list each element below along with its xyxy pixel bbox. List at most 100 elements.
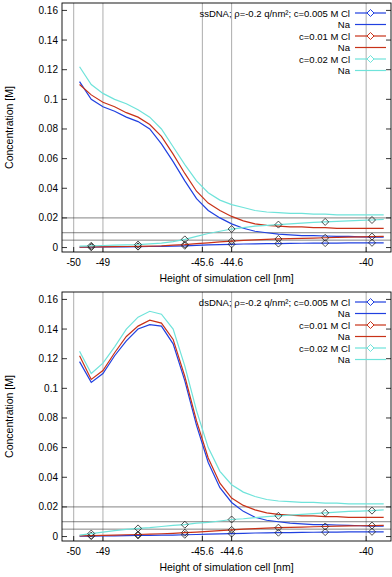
series-marker: [135, 525, 142, 532]
y-tick-label: 0.12: [39, 64, 59, 75]
series-line: [80, 510, 384, 535]
x-tick: [202, 536, 203, 541]
series-line: [80, 532, 384, 536]
x-tick-label: -45.6: [191, 546, 214, 557]
legend-marker: [367, 299, 374, 306]
y-tick-label: 0.1: [44, 383, 58, 394]
series-line: [80, 325, 384, 527]
y-tick: [62, 10, 67, 11]
y-tick: [62, 447, 67, 448]
series-marker: [181, 236, 188, 243]
x-tick: [102, 536, 103, 541]
x-tick-label: -40: [359, 546, 374, 557]
legend-marker: [367, 33, 374, 40]
x-tick-label: -49: [96, 257, 111, 268]
reference-line: [62, 217, 391, 218]
y-tick: [62, 128, 67, 129]
legend: ssDNA; ρ=-0.2 q/nm²; c=0.005 M ClNac=0.0…: [199, 8, 386, 77]
x-tick-label: -44.6: [220, 257, 243, 268]
legend-label: c=0.01 M Cl: [299, 320, 350, 331]
legend-label: dsDNA; ρ=-0.2 q/nm²; c=0.005 M Cl: [199, 297, 350, 308]
y-tick: [386, 329, 391, 330]
series-marker: [322, 523, 329, 530]
y-tick: [386, 358, 391, 359]
y-tick: [386, 247, 391, 248]
series-marker: [275, 221, 282, 228]
legend-label: c=0.02 M Cl: [299, 54, 350, 65]
y-tick-label: 0.12: [39, 353, 59, 364]
y-tick: [62, 188, 67, 189]
y-tick: [62, 358, 67, 359]
y-tick: [386, 536, 391, 537]
y-tick: [386, 99, 391, 100]
y-tick-label: 0.16: [39, 5, 59, 16]
panel: -50-49-45.6-44.6-4000.020.040.060.080.10…: [3, 292, 391, 573]
series-marker: [88, 242, 95, 249]
legend-label: Na: [338, 308, 351, 319]
legend-label: c=0.01 M Cl: [299, 31, 350, 42]
series-line: [80, 82, 384, 238]
y-axis-label: Concentration [M]: [3, 86, 15, 169]
series-marker: [181, 521, 188, 528]
figure: -50 -49 -45.6 -44.6 -40 0 0.02 0.04 0.06 0.08 0.1 0…: [0, 0, 392, 577]
y-tick: [386, 388, 391, 389]
series-marker: [368, 522, 375, 529]
y-tick: [386, 447, 391, 448]
y-tick-label: 0.06: [39, 153, 59, 164]
x-tick-label: -44.6: [220, 546, 243, 557]
y-tick: [386, 477, 391, 478]
x-tick: [366, 536, 367, 541]
plot-area: [62, 67, 391, 251]
y-tick-label: 0.06: [39, 442, 59, 453]
reference-line: [62, 240, 391, 241]
y-tick: [386, 417, 391, 418]
x-tick-label: -50: [66, 546, 81, 557]
y-tick-label: 0.08: [39, 123, 59, 134]
legend-label: c=0.02 M Cl: [299, 343, 350, 354]
reference-line: [62, 232, 391, 233]
series-marker: [228, 516, 235, 523]
frame: [62, 292, 391, 541]
y-tick-label: 0.1: [44, 94, 58, 105]
y-tick: [62, 247, 67, 248]
x-tick: [202, 247, 203, 252]
y-tick: [386, 10, 391, 11]
legend-marker: [367, 322, 374, 329]
series-marker: [322, 234, 329, 241]
grid-line: [73, 292, 74, 541]
grid-line: [73, 3, 74, 252]
legend-label: Na: [338, 331, 351, 342]
y-tick: [62, 69, 67, 70]
x-axis-label: Height of simulation cell [nm]: [159, 272, 293, 284]
x-tick: [73, 536, 74, 541]
y-tick: [386, 299, 391, 300]
x-tick: [73, 247, 74, 252]
y-tick: [386, 69, 391, 70]
y-tick: [386, 158, 391, 159]
legend-swatch: [355, 336, 386, 337]
series-line: [80, 525, 384, 536]
legend-swatch: [355, 313, 386, 314]
y-tick-label: 0: [52, 531, 58, 542]
grid-line: [102, 3, 103, 252]
series-marker: [275, 240, 282, 247]
x-axis-label: Height of simulation cell [nm]: [159, 561, 293, 573]
grid-line: [202, 292, 203, 541]
y-tick: [62, 158, 67, 159]
plot-area: [62, 311, 391, 539]
y-tick-label: 0.04: [39, 183, 59, 194]
y-tick-label: 0.02: [39, 212, 59, 223]
y-tick: [62, 536, 67, 537]
legend: dsDNA; ρ=-0.2 q/nm²; c=0.005 M ClNac=0.0…: [199, 297, 386, 366]
y-tick: [386, 40, 391, 41]
series-marker: [228, 238, 235, 245]
series-line: [80, 320, 384, 517]
x-tick-label: -45.6: [191, 257, 214, 268]
series-marker: [368, 233, 375, 240]
y-tick: [62, 99, 67, 100]
reference-line: [62, 529, 391, 530]
y-tick-label: 0.04: [39, 472, 59, 483]
legend-swatch: [355, 47, 386, 48]
legend-label: Na: [338, 19, 351, 30]
panel: -50-49-45.6-44.6-4000.020.040.060.080.10…: [3, 3, 391, 284]
